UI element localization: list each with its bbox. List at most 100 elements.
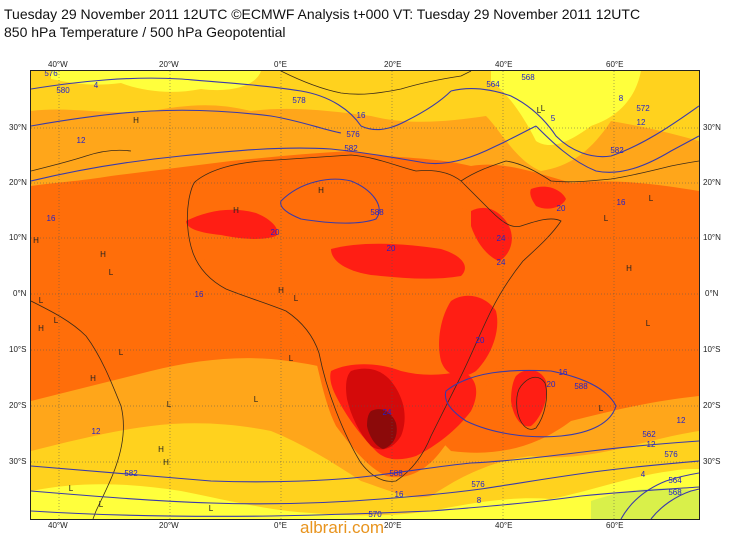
contour-label: 16: [195, 290, 204, 299]
pressure-letter: H: [100, 250, 106, 259]
lon-label-bottom-0e: 0°E: [274, 521, 287, 530]
contour-label: 576: [346, 130, 360, 139]
contour-label: 20: [271, 228, 280, 237]
contour-label: 568: [521, 73, 535, 82]
contour-label-layer: 576 4 580 578 16 12 564 568 8 572 5 20 2…: [44, 70, 686, 519]
contour-label: 16: [559, 368, 568, 377]
pressure-letter: H: [90, 374, 96, 383]
contour-label: 12: [637, 118, 646, 127]
lat-label-right-10s: 10°S: [703, 345, 721, 354]
contour-label: 20: [547, 380, 556, 389]
pressure-letter: L: [209, 504, 214, 513]
lat-label-left-10s: 10°S: [9, 345, 27, 354]
contour-label: 562: [642, 430, 656, 439]
pressure-letter: H: [33, 236, 39, 245]
contour-label: 12: [647, 440, 656, 449]
geopotential-contours: [31, 77, 699, 519]
contour-label: 4: [94, 81, 99, 90]
lat-label-right-20s: 20°S: [703, 401, 721, 410]
map-subtitle: 850 hPa Temperature / 500 hPa Geopotenti…: [4, 24, 286, 40]
pressure-letter: H: [318, 186, 324, 195]
pressure-letter: H: [38, 324, 44, 333]
temperature-band-cool-arabia: [441, 71, 491, 93]
pressure-letter: L: [541, 104, 546, 113]
contour-label: 564: [486, 80, 500, 89]
contour-588-central: [280, 178, 380, 224]
lon-label-top-20e: 20°E: [384, 60, 402, 69]
contour-label: 576: [664, 450, 678, 459]
contour-label: 4: [641, 470, 646, 479]
contour-label: 588: [389, 469, 403, 478]
pressure-letter: L: [646, 319, 651, 328]
hot-zone-central-africa: [331, 243, 465, 279]
hot-zone-madagascar: [511, 369, 547, 427]
contour-label: 16: [357, 111, 366, 120]
lon-label-top-20w: 20°W: [159, 60, 179, 69]
hot-zone-west-africa: [186, 209, 278, 239]
lat-label-right-20n: 20°N: [703, 178, 721, 187]
lon-label-top-40e: 40°E: [495, 60, 513, 69]
coastline-madagascar: [516, 376, 547, 430]
contour-label: 570: [368, 510, 382, 519]
lon-label-bottom-20w: 20°W: [159, 521, 179, 530]
lon-label-top-0e: 0°E: [274, 60, 287, 69]
contour-label: 580: [56, 86, 70, 95]
contour-label: 24: [383, 408, 392, 417]
pressure-letter: L: [54, 316, 59, 325]
pressure-letter: L: [649, 194, 654, 203]
contour-label: 8: [619, 94, 624, 103]
hot-zone-horn: [530, 186, 566, 209]
contour-label: 582: [344, 144, 358, 153]
contour-label: 588: [574, 382, 588, 391]
lat-label-right-30n: 30°N: [703, 123, 721, 132]
contour-label: 576: [471, 480, 485, 489]
pressure-letter: L: [604, 214, 609, 223]
map-title: Tuesday 29 November 2011 12UTC ©ECMWF An…: [4, 6, 641, 22]
pressure-letter: H: [233, 206, 239, 215]
contour-label: 20: [387, 244, 396, 253]
temperature-band-cold-south: [31, 469, 699, 519]
contour-label: 12: [77, 136, 86, 145]
contour-label: 582: [610, 146, 624, 155]
contour-label: 576: [44, 70, 58, 78]
lat-label-left-30n: 30°N: [9, 123, 27, 132]
lon-label-top-40w: 40°W: [48, 60, 68, 69]
contour-label: 16: [47, 214, 56, 223]
weather-map: 576 4 580 578 16 12 564 568 8 572 5 20 2…: [30, 70, 700, 520]
contour-label: 24: [497, 234, 506, 243]
contour-label: 572: [636, 104, 650, 113]
pressure-letter: L: [599, 404, 604, 413]
lat-label-left-0n: 0°N: [13, 289, 27, 298]
contour-label: 568: [668, 488, 682, 497]
coastlines: [31, 71, 699, 519]
pressure-letter: H: [158, 445, 164, 454]
temperature-band-cold-north-west: [51, 71, 261, 92]
contour-label: 20: [476, 336, 485, 345]
contour-label: 16: [395, 490, 404, 499]
lat-label-left-20s: 20°S: [9, 401, 27, 410]
pressure-letter: H: [133, 116, 139, 125]
lat-label-left-10n: 10°N: [9, 233, 27, 242]
lat-label-right-0n: 0°N: [705, 289, 719, 298]
lat-label-right-10n: 10°N: [703, 233, 721, 242]
pressure-letter: H: [163, 458, 169, 467]
extreme-zone-namibia: [367, 409, 397, 449]
temperature-band-cold-north-east: [491, 71, 641, 146]
pressure-letter: L: [69, 484, 74, 493]
lon-label-bottom-40w: 40°W: [48, 521, 68, 530]
contour-label: 582: [124, 469, 138, 478]
lon-label-top-60e: 60°E: [606, 60, 624, 69]
lon-label-bottom-20e: 20°E: [384, 521, 402, 530]
pressure-letter: L: [39, 296, 44, 305]
contour-label: 12: [677, 416, 686, 425]
contour-label: 24: [497, 258, 506, 267]
lat-label-left-20n: 20°N: [9, 178, 27, 187]
pressure-letter: L: [109, 268, 114, 277]
graticule: [31, 71, 699, 519]
contour-label: 5: [551, 114, 556, 123]
contour-label: 16: [617, 198, 626, 207]
watermark-footer[interactable]: albrari.com: [300, 518, 385, 537]
pressure-letter: L: [537, 106, 542, 115]
contour-label: 8: [477, 496, 482, 505]
contour-label: 578: [292, 96, 306, 105]
